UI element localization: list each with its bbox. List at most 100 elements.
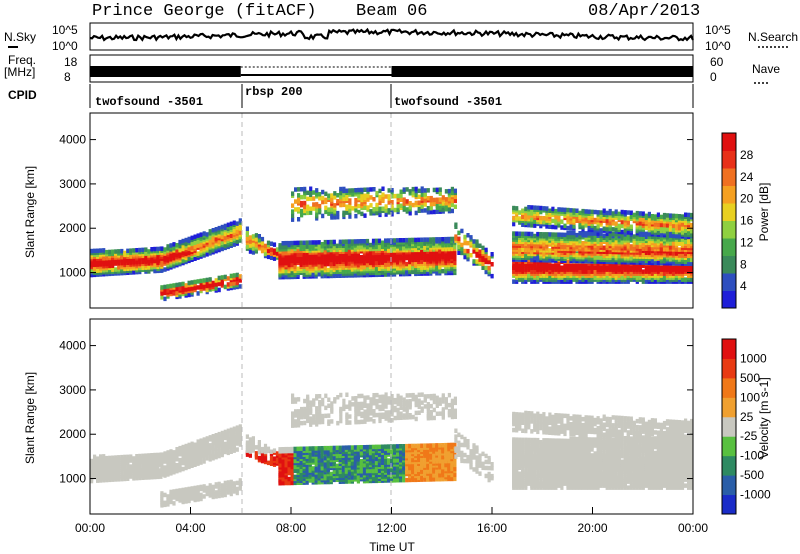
power-cell bbox=[205, 277, 209, 283]
power-cell bbox=[575, 252, 579, 258]
power-cell bbox=[360, 197, 364, 203]
power-cell bbox=[396, 193, 400, 199]
power-cell bbox=[378, 194, 382, 200]
power-cell bbox=[581, 231, 585, 236]
power-cell bbox=[560, 225, 564, 230]
power-cell bbox=[602, 208, 606, 213]
power-cell bbox=[333, 215, 337, 220]
power-cell bbox=[399, 189, 403, 194]
power-cell bbox=[402, 253, 406, 259]
power-cell bbox=[584, 231, 588, 236]
power-cell bbox=[614, 253, 618, 259]
power-cell bbox=[457, 250, 461, 255]
power-cell bbox=[665, 227, 670, 232]
power-cell bbox=[381, 196, 385, 201]
power-cell bbox=[348, 188, 352, 193]
velocity-cell bbox=[187, 458, 191, 464]
power-cell bbox=[342, 192, 346, 198]
power-cell bbox=[429, 195, 433, 201]
velocity-cell bbox=[266, 446, 271, 452]
power-cell bbox=[581, 251, 585, 256]
power-cell bbox=[290, 248, 294, 254]
power-cell bbox=[656, 230, 660, 235]
power-cell bbox=[321, 189, 325, 195]
velocity-cell bbox=[196, 439, 200, 444]
date-title: 08/Apr/2013 bbox=[588, 2, 700, 21]
power-cell bbox=[248, 239, 252, 244]
power-cell bbox=[444, 201, 448, 206]
noise-left-tick-bottom: 10^0 bbox=[52, 39, 78, 53]
power-cell bbox=[318, 207, 322, 213]
velocity-cell bbox=[166, 450, 170, 455]
power-cell bbox=[426, 253, 430, 258]
power-cell bbox=[578, 214, 582, 220]
power-cell bbox=[560, 271, 564, 276]
power-cell bbox=[426, 188, 430, 193]
power-cell bbox=[423, 261, 427, 266]
power-cell bbox=[169, 283, 173, 289]
power-cell bbox=[593, 217, 597, 223]
velocity-cell bbox=[281, 465, 285, 470]
power-cell bbox=[333, 195, 337, 200]
velocity-cell bbox=[105, 455, 109, 461]
velocity-cell bbox=[226, 450, 230, 456]
power-cell bbox=[348, 204, 352, 209]
power-cell bbox=[453, 194, 457, 200]
power-heatmap bbox=[90, 186, 694, 302]
power-cell bbox=[684, 232, 688, 237]
power-cell bbox=[542, 269, 546, 274]
power-cell bbox=[687, 253, 691, 259]
power-cell bbox=[175, 243, 179, 248]
power-cell bbox=[414, 192, 418, 198]
power-cell bbox=[554, 224, 558, 230]
power-cell bbox=[512, 221, 516, 227]
power-cell bbox=[245, 230, 249, 235]
velocity-cell bbox=[202, 437, 206, 442]
velocity-cell bbox=[111, 455, 115, 460]
power-cell bbox=[518, 231, 522, 236]
power-cell bbox=[548, 275, 552, 280]
power-cell bbox=[653, 273, 657, 278]
power-cell bbox=[536, 263, 540, 268]
power-cell bbox=[156, 254, 160, 260]
freq-left-tick-top: 18 bbox=[64, 55, 78, 69]
power-cell bbox=[344, 239, 348, 244]
power-cell bbox=[614, 227, 618, 232]
power-cell bbox=[333, 203, 337, 208]
power-cell bbox=[414, 186, 418, 192]
power-cell bbox=[363, 205, 367, 210]
power-cell bbox=[374, 254, 379, 260]
power-cell bbox=[408, 189, 412, 194]
power-cell bbox=[478, 249, 482, 254]
power-cell bbox=[187, 246, 191, 252]
power-cell bbox=[375, 190, 379, 196]
power-cell bbox=[602, 263, 606, 268]
power-cell bbox=[365, 256, 370, 262]
power-cell bbox=[569, 208, 573, 213]
power-cell bbox=[93, 248, 97, 254]
power-cell bbox=[405, 261, 409, 267]
velocity-cell bbox=[208, 435, 212, 440]
power-cell bbox=[635, 210, 639, 216]
colorbar-swatch bbox=[722, 168, 736, 186]
power-cell bbox=[684, 228, 688, 233]
colorbar-tick-label: 28 bbox=[740, 148, 754, 162]
velocity-cell bbox=[235, 425, 239, 430]
power-cell bbox=[248, 249, 252, 254]
power-cell bbox=[375, 202, 379, 208]
power-cell bbox=[163, 296, 167, 302]
power-cell bbox=[450, 208, 454, 214]
power-cell bbox=[602, 226, 606, 231]
power-cell bbox=[623, 228, 627, 233]
power-cell bbox=[515, 231, 519, 236]
power-cell bbox=[563, 223, 567, 229]
power-cell bbox=[187, 292, 191, 298]
power-cell bbox=[160, 285, 164, 290]
power-cell bbox=[402, 205, 406, 210]
power-cell bbox=[557, 207, 561, 212]
power-cell bbox=[638, 244, 642, 249]
power-cell bbox=[387, 194, 391, 199]
velocity-cell bbox=[153, 452, 157, 458]
power-cell bbox=[330, 193, 334, 198]
power-cell bbox=[175, 249, 179, 254]
